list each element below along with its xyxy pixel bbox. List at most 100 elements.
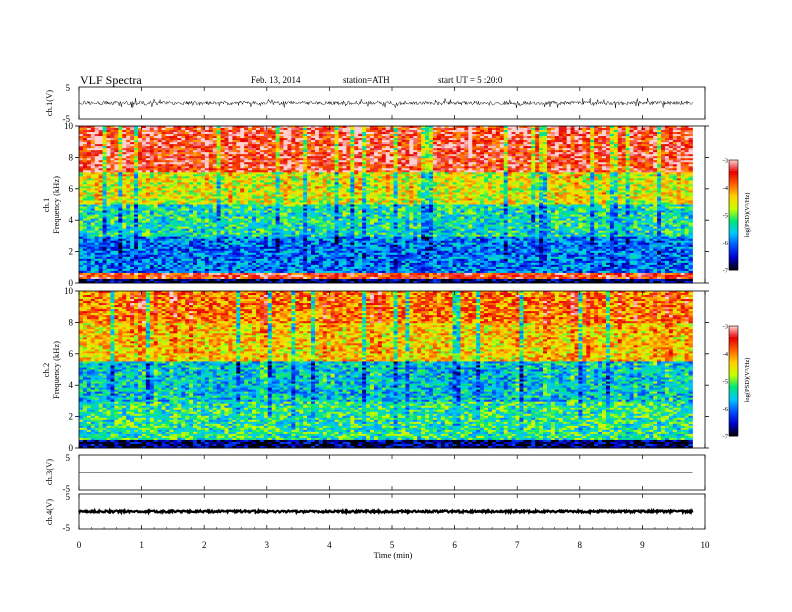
spectrogram-cell	[102, 156, 107, 159]
spectrogram-cell	[499, 126, 505, 129]
spectrogram-cell	[102, 136, 107, 139]
spectrogram-cell	[688, 150, 693, 153]
spectrogram-cell	[173, 170, 178, 173]
spectrogram-cell	[385, 158, 391, 161]
spectrogram-cell	[578, 144, 583, 147]
spectrogram-cell	[523, 150, 528, 153]
spectrogram-cell	[224, 148, 229, 151]
spectrogram-cell	[613, 156, 619, 159]
spectrogram-cell	[633, 134, 638, 137]
spectrogram-cell	[122, 140, 127, 143]
spectrogram-cell	[637, 166, 642, 169]
spectrogram-cell	[519, 150, 524, 153]
spectrogram-cell	[613, 138, 619, 141]
spectrogram-cell	[271, 152, 277, 155]
spectrogram-cell	[326, 154, 332, 157]
spectrogram-cell	[350, 132, 355, 135]
spectrogram-cell	[338, 134, 343, 137]
spectrogram-cell	[193, 166, 198, 169]
spectrogram-cell	[185, 162, 190, 165]
spectrogram-cell	[220, 168, 225, 171]
spectrogram-cell	[248, 166, 253, 169]
spectrogram-cell	[625, 164, 630, 167]
spectrogram-cell	[480, 138, 485, 141]
spectrogram-cell	[436, 136, 442, 139]
spectrogram-cell	[267, 152, 273, 155]
spectrogram-cell	[484, 160, 489, 163]
spectrogram-cell	[370, 150, 375, 153]
spectrogram-cell	[480, 134, 485, 137]
spectrogram-cell	[86, 128, 92, 131]
spectrogram-cell	[126, 142, 131, 145]
spectrogram-cell	[507, 130, 512, 133]
spectrogram-cell	[173, 152, 178, 155]
spectrogram-cell	[196, 170, 202, 173]
spectrogram-cell	[688, 144, 693, 147]
spectrogram-cell	[688, 142, 693, 145]
spectrogram-cell	[228, 132, 233, 135]
spectrogram-cell	[421, 154, 426, 157]
spectrogram-cell	[208, 134, 214, 137]
spectrogram-cell	[633, 154, 638, 157]
spectrogram-cell	[291, 158, 296, 161]
spectrogram-cell	[86, 168, 92, 171]
spectrogram-cell	[165, 150, 170, 153]
spectrogram-cell	[141, 138, 147, 141]
spectrogram-cell	[311, 128, 316, 131]
spectrogram-cell	[649, 168, 654, 171]
spectrogram-cell	[346, 166, 351, 169]
spectrogram-cell	[82, 148, 88, 151]
spectrogram-cell	[676, 130, 682, 133]
spectrogram-cell	[204, 158, 210, 161]
spectrogram-cell	[393, 136, 398, 139]
spectrogram-cell	[598, 164, 603, 167]
spectrogram-cell	[436, 148, 442, 151]
spectrogram-cell	[566, 146, 571, 149]
spectrogram-cell	[429, 150, 434, 153]
spectrogram-cell	[444, 160, 450, 163]
spectrogram-cell	[275, 126, 280, 129]
spectrogram-cell	[421, 158, 426, 161]
spectrogram-cell	[338, 138, 343, 141]
spectrogram-cell	[507, 132, 512, 135]
spectrogram-cell	[189, 156, 194, 159]
spectrogram-cell	[137, 132, 143, 135]
spectrogram-cell	[586, 138, 591, 141]
spectrogram-cell	[346, 160, 351, 163]
spectrogram-cell	[283, 160, 288, 163]
spectrogram-cell	[664, 126, 670, 129]
spectrogram-cell	[98, 132, 103, 135]
spectrogram-cell	[311, 148, 316, 151]
spectrogram-cell	[558, 152, 564, 155]
spectrogram-cell	[200, 164, 206, 167]
spectrogram-cell	[436, 168, 442, 171]
spectrogram-cell	[318, 140, 324, 143]
spectrogram-cell	[472, 126, 477, 129]
spectrogram-cell	[409, 148, 414, 151]
spectrogram-cell	[684, 166, 689, 169]
spectrogram-cell	[590, 156, 595, 159]
spectrogram-cell	[204, 164, 210, 167]
spectrogram-cell	[287, 130, 292, 133]
spectrogram-cell	[609, 144, 615, 147]
spectrogram-cell	[444, 132, 450, 135]
spectrogram-cell	[106, 154, 111, 157]
spectrogram-cell	[291, 140, 296, 143]
spectrogram-cell	[130, 156, 135, 159]
spectrogram-cell	[122, 156, 127, 159]
spectrogram-cell	[519, 144, 524, 147]
spectrogram-cell	[574, 150, 579, 153]
spectrogram-cell	[460, 136, 465, 139]
spectrogram-cell	[582, 152, 587, 155]
spectrogram-cell	[594, 152, 599, 155]
spectrogram-cell	[244, 134, 249, 137]
spectrogram-cell	[495, 146, 501, 149]
spectrogram-cell	[621, 148, 627, 151]
spectrogram-cell	[126, 152, 131, 155]
spectrogram-cell	[196, 128, 202, 131]
spectrogram-cell	[259, 138, 265, 141]
spectrogram-cell	[330, 164, 336, 167]
spectrogram-cell	[621, 168, 627, 171]
spectrogram-cell	[480, 144, 485, 147]
spectrogram-cell	[248, 162, 253, 165]
